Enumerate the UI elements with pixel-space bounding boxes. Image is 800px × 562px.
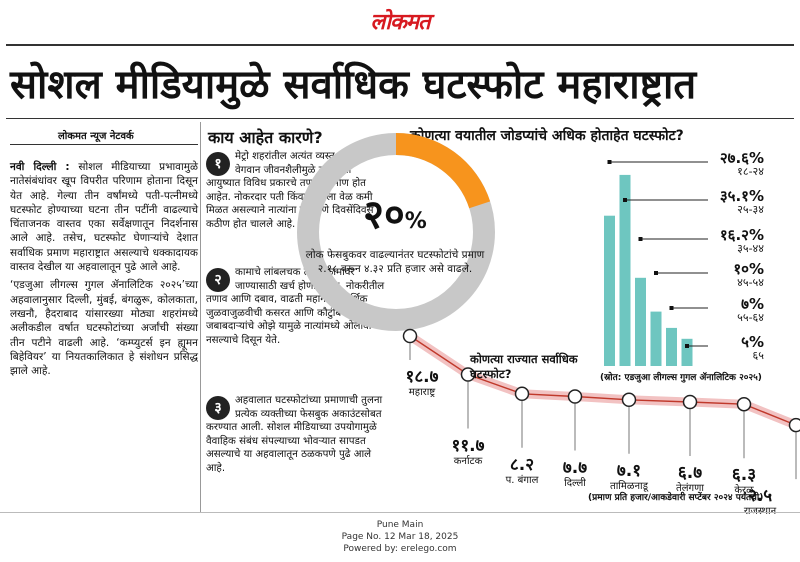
article-body: नवी दिल्ली : सोशल मीडियाच्या प्रभावामुळे…: [10, 160, 198, 382]
age-chart-title: कोणत्या वयातील जोडप्यांचे अधिक होताहेत घ…: [410, 128, 684, 144]
donut-center: २०% लोक फेसबुकवर वाढल्यानंतर घटस्फोटांचे…: [300, 193, 490, 276]
donut-value-number: २०: [363, 192, 405, 238]
age-bar: [650, 311, 662, 366]
masthead-logo: लोकमत: [370, 10, 430, 35]
headline: सोशल मीडियामुळे सर्वाधिक घटस्फोट महाराष्…: [10, 62, 697, 108]
age-bar-label: ३५.१% २५-३४: [719, 187, 764, 217]
age-bar: [681, 338, 693, 366]
state-name-label: दिल्ली: [564, 477, 586, 489]
age-bar-label: १६.२% ३५-४४: [719, 226, 764, 256]
age-bar: [666, 327, 677, 366]
dateline: नवी दिल्ली :: [10, 161, 70, 173]
reason-1: १ मेट्रो शहरांतील अत्यंत व्यस्त आणि वेगव…: [206, 150, 386, 232]
reason-2-number: २: [206, 268, 230, 292]
state-name-label: प. बंगाल: [505, 474, 539, 486]
state-point: [567, 389, 583, 404]
age-bar-value: ३५.१%: [719, 187, 764, 205]
state-value-label: ८.२: [509, 454, 535, 475]
state-value-label: २.५: [747, 486, 773, 507]
age-bar-value: १६.२%: [719, 226, 764, 244]
age-bar-category: ५५-६४: [737, 311, 764, 324]
article-para-1: नवी दिल्ली : सोशल मीडियाच्या प्रभावामुळे…: [10, 160, 198, 274]
age-bar-label: ५% ६५: [741, 333, 764, 363]
state-value-label: ६.३: [731, 465, 757, 486]
state-line-series: [409, 335, 797, 426]
state-value-label: ६.७: [677, 463, 703, 483]
state-name-label: तेलंगणा: [676, 483, 704, 494]
reason-3-text: अहवालात घटस्फोटांच्या प्रमाणाची तुलना प्…: [206, 395, 383, 474]
state-point: [621, 392, 637, 408]
footer-page: Page No. 12 Mar 18, 2025: [341, 532, 459, 542]
donut-description: लोक फेसबुकवर वाढल्यानंतर घटस्फोटांचे प्र…: [305, 249, 485, 275]
age-bar: [635, 277, 646, 366]
donut-value: २०%: [300, 193, 490, 244]
state-point: [788, 417, 800, 433]
state-chart-title: कोणत्या राज्यात सर्वाधिक घटस्फोट?: [470, 352, 578, 381]
age-leader-dot: [638, 237, 643, 241]
state-name-label: महाराष्ट्र: [408, 387, 436, 398]
state-point: [514, 386, 530, 402]
reason-1-number: १: [206, 152, 230, 176]
donut-filled-arc: [395, 133, 491, 209]
age-bar-value: ७%: [741, 295, 764, 313]
reason-2-text: कामाचे लांबलचक तास, कामावर जाण्यासाठी खर…: [206, 267, 385, 346]
age-bar-value: १०%: [733, 260, 764, 278]
article-para-2: ‘एडजुआ लीगल्स गुगल ॲनालिटिक २०२५’च्या अह…: [10, 279, 198, 378]
reasons-title: काय आहेत कारणे?: [208, 128, 323, 147]
state-point: [736, 396, 752, 412]
age-bar-value: ५%: [741, 333, 764, 351]
state-value-label: ११.७: [451, 435, 485, 456]
age-bar-category: १८-२४: [737, 165, 764, 178]
reason-1-text: मेट्रो शहरांतील अत्यंत व्यस्त आणि वेगवान…: [206, 151, 374, 230]
state-name-label: राजस्थान: [720, 503, 800, 517]
masthead-rule: [6, 44, 794, 46]
byline-rule: [10, 144, 198, 145]
age-bar: [604, 215, 615, 366]
article-para-1-text: सोशल मीडियाच्या प्रभावामुळे नातेसंबंधांव…: [10, 161, 198, 274]
footer-powered: Powered by: erelego.com: [343, 544, 457, 554]
column-divider: [200, 122, 201, 512]
state-name-label: तामिळनाडू: [610, 480, 648, 492]
reason-3-number: ३: [206, 396, 230, 420]
age-bar-category: ४५-५४: [737, 276, 764, 289]
age-bar-label: ७% ५५-६४: [737, 295, 764, 325]
state-point: [460, 367, 476, 382]
state-value-label: ७.१: [616, 460, 642, 481]
age-leader-dot: [607, 160, 612, 164]
state-point: [682, 394, 698, 410]
age-bar: [619, 174, 631, 366]
age-leader-dot: [685, 344, 689, 348]
state-value-label: १८.७: [405, 367, 439, 387]
state-point: [402, 328, 418, 344]
footer-edition: Pune Main: [376, 520, 424, 530]
age-chart-source: (स्रोत: एडजुआ लीगल्स गुगल ॲनालिटिक २०२५): [600, 373, 762, 383]
byline: लोकमत न्यूज नेटवर्क: [58, 131, 134, 142]
age-bar-category: ३५-४४: [737, 242, 764, 255]
age-bar-category: २५-३४: [737, 203, 764, 216]
headline-rule: [6, 118, 794, 119]
age-bar-label: २७.६% १८-२४: [719, 149, 764, 179]
age-leader-dot: [654, 271, 658, 275]
age-leader-dot: [623, 198, 627, 202]
state-value-label: ७.७: [562, 457, 588, 478]
footer-rule: [0, 512, 800, 513]
state-chart-note: (प्रमाण प्रति हजार/आकडेवारी सप्टेंबर २०२…: [588, 493, 764, 503]
age-bar-value: २७.६%: [719, 149, 764, 167]
age-bar-category: ६५: [752, 349, 764, 362]
donut-value-unit: %: [404, 209, 427, 234]
age-bar-label: १०% ४५-५४: [733, 260, 764, 290]
reason-2: २ कामाचे लांबलचक तास, कामावर जाण्यासाठी …: [206, 266, 386, 348]
reason-3: ३ अहवालात घटस्फोटांच्या प्रमाणाची तुलना …: [206, 394, 386, 476]
age-leader-dot: [669, 306, 674, 310]
state-name-label: केरळ: [734, 485, 754, 497]
state-name-label: कर्नाटक: [453, 455, 483, 467]
